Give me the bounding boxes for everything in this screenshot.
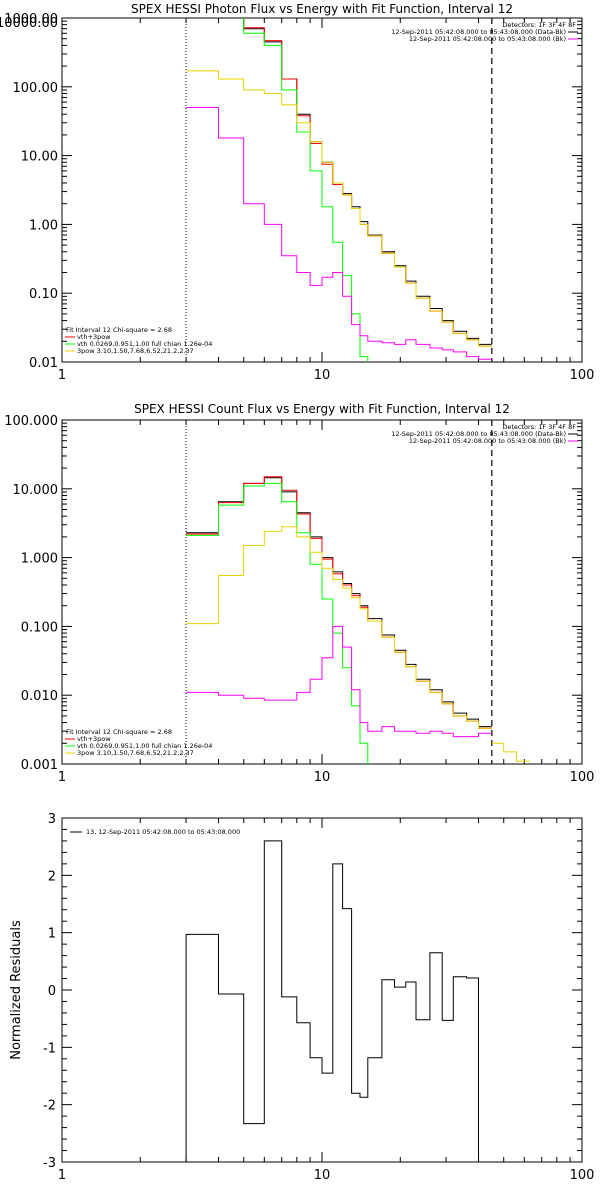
y-tick-label: 0.100: [21, 620, 58, 635]
series-3pow: [186, 526, 492, 729]
legend-entry: 13, 12-Sep-2011 05:42:08.000 to 05:43:08…: [86, 828, 240, 836]
legend-top-right-entry: 12-Sep-2011 05:42:08.000 to 05:43:08.000…: [391, 28, 566, 36]
series-bk: [186, 625, 492, 738]
chart-title: SPEX HESSI Photon Flux vs Energy with Fi…: [131, 2, 513, 16]
x-tick-label: 1: [58, 1168, 66, 1183]
x-tick-label: 100: [570, 368, 595, 383]
legend-bottom-left-entry: vth+3pow: [77, 735, 111, 743]
y-tick-label: 0.10: [29, 287, 58, 302]
series-vth: [186, 482, 369, 764]
y-tick-label: 1.00: [29, 218, 58, 233]
legend-top-right-entry: Detectors: 1F 3F 4F 8F: [502, 21, 576, 29]
series-3pow-tail: [491, 742, 530, 762]
x-tick-label: 1: [58, 368, 66, 383]
x-tick-label: 1: [58, 770, 66, 785]
series-vth: [243, 18, 369, 362]
series-vth-3pow: [186, 476, 492, 729]
legend-bottom-left-entry: 3pow 3.10,1.50,7.68,6.52,21.2,2.37: [77, 749, 194, 757]
legend-bottom-left-entry: Fit Interval 12 Chi-square = 2.68: [66, 728, 172, 736]
series-data-bk: [243, 18, 492, 345]
legend-bottom-left-entry: vth 0.0269,0.951,1.00 full chian 1.26e-0…: [77, 742, 212, 750]
residuals-line: [185, 840, 479, 1162]
legend-bottom-left-entry: vth+3pow: [77, 333, 111, 341]
series-vth-3pow: [243, 18, 492, 347]
y-axis-label: Normalized Residuals: [9, 920, 24, 1060]
legend-bottom-left-entry: Fit Interval 12 Chi-square = 2.68: [66, 326, 172, 334]
legend-bottom-left-entry: 3pow 3.10,1.50,7.68,6.52,21.2,2.37: [77, 347, 194, 355]
legend-top-right-entry: 12-Sep-2011 05:42:08.000 to 05:43:08.000…: [409, 437, 566, 445]
x-tick-label: 10: [314, 770, 331, 785]
series-data-bk: [186, 477, 492, 728]
series-3pow: [186, 70, 492, 347]
y-tick-label: 10.000: [13, 483, 59, 498]
x-tick-label: 10: [314, 1168, 331, 1183]
y-tick-label: 0.010: [21, 689, 58, 704]
y-tick-label: 1.000: [21, 552, 58, 567]
y-tick-label: 10.00: [21, 150, 58, 165]
y-tick-label: 1000.00: [4, 12, 58, 27]
y-tick-label: -2: [43, 1099, 56, 1114]
x-tick-label: 100: [570, 770, 595, 785]
chart-title: SPEX HESSI Count Flux vs Energy with Fit…: [134, 402, 510, 416]
y-tick-label: 2: [48, 869, 56, 884]
y-tick-label: 0: [48, 984, 56, 999]
series-bk: [186, 107, 492, 360]
legend-top-right-entry: 12-Sep-2011 05:42:08.000 to 05:43:08.000…: [391, 430, 566, 438]
y-tick-label: -1: [43, 1041, 56, 1056]
y-tick-label: 0.01: [29, 356, 58, 371]
x-tick-label: 10: [314, 368, 331, 383]
y-tick-label: 3: [48, 812, 56, 827]
y-tick-label: 100.00: [13, 81, 59, 96]
legend-top-right-entry: 12-Sep-2011 05:42:08.000 to 05:43:08.000…: [409, 35, 566, 43]
legend-bottom-left-entry: vth 0.0269,0.951,1.00 full chian 1.26e-0…: [77, 340, 212, 348]
y-tick-label: 1: [48, 927, 56, 942]
x-tick-label: 100: [570, 1168, 595, 1183]
y-tick-label: -3: [43, 1156, 56, 1171]
y-tick-label: 0.001: [21, 758, 58, 773]
y-tick-label: 10000.00: [0, 16, 58, 31]
legend-top-right-entry: Detectors: 1F 3F 4F 8F: [502, 423, 576, 431]
plot-frame: [61, 817, 583, 1163]
y-tick-label: 100.000: [4, 414, 58, 429]
